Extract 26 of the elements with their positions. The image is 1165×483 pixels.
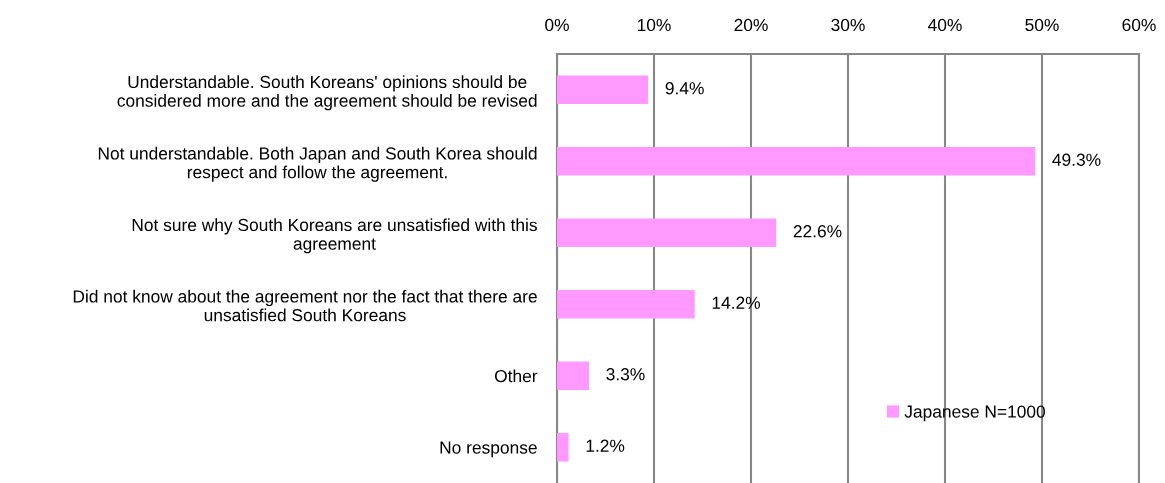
data-label: 9.4% — [665, 82, 704, 95]
data-label: 14.2% — [712, 296, 761, 309]
legend-label: Japanese N=1000 — [904, 405, 1045, 422]
bar — [557, 361, 590, 391]
x-tick-label: 60% — [1122, 18, 1156, 32]
y-tick-label: Not understandable. Both Japan and South Korea should respect and follow the agreement. — [98, 146, 537, 182]
bar — [557, 75, 649, 105]
x-tick-label: 0% — [545, 18, 569, 32]
data-label: 3.3% — [606, 368, 645, 381]
bar — [557, 146, 1036, 176]
bar — [557, 432, 569, 462]
y-tick-label: No response — [440, 441, 537, 458]
x-tick-label: 50% — [1025, 18, 1059, 32]
bar — [557, 289, 695, 319]
data-label: 22.6% — [793, 225, 842, 238]
x-tick-label: 30% — [831, 18, 865, 32]
y-tick-label: Not sure why South Koreans are unsatisfied with this agreement — [132, 218, 537, 254]
x-tick-label: 20% — [734, 18, 768, 32]
y-tick-label: Understandable. South Koreans' opinions should be considered more and the agreement should be revised — [117, 75, 537, 111]
data-label: 49.3% — [1052, 153, 1101, 166]
bar — [557, 218, 777, 248]
x-tick-label: 10% — [637, 18, 671, 32]
y-tick-label: Did not know about the agreement nor the fact that there are unsatisfied South Koreans — [73, 289, 537, 322]
y-tick-label: Other — [494, 369, 538, 383]
x-tick-label: 40% — [928, 18, 962, 32]
data-label: 1.2% — [586, 439, 625, 452]
